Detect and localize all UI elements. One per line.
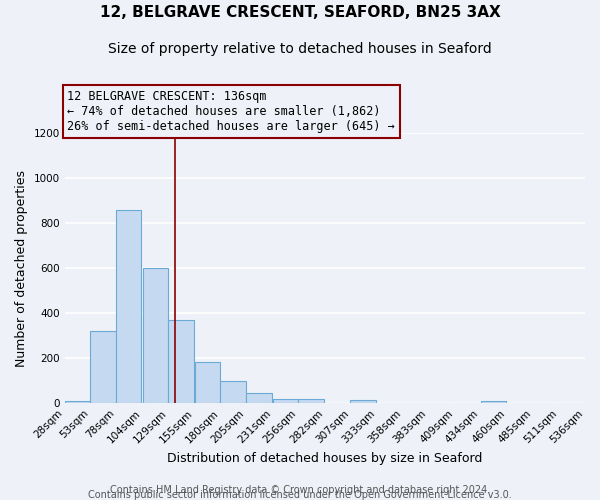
Bar xyxy=(298,399,324,404)
Bar xyxy=(143,268,168,404)
Bar xyxy=(90,331,116,404)
Bar xyxy=(168,320,194,404)
Bar xyxy=(195,362,220,404)
Bar xyxy=(350,400,376,404)
Bar xyxy=(481,401,506,404)
Bar xyxy=(65,401,90,404)
Bar xyxy=(272,399,298,404)
Bar xyxy=(220,381,246,404)
Text: Contains HM Land Registry data © Crown copyright and database right 2024.: Contains HM Land Registry data © Crown c… xyxy=(110,485,490,495)
Text: 12 BELGRAVE CRESCENT: 136sqm
← 74% of detached houses are smaller (1,862)
26% of: 12 BELGRAVE CRESCENT: 136sqm ← 74% of de… xyxy=(67,90,395,133)
X-axis label: Distribution of detached houses by size in Seaford: Distribution of detached houses by size … xyxy=(167,452,482,465)
Y-axis label: Number of detached properties: Number of detached properties xyxy=(15,170,28,366)
Text: 12, BELGRAVE CRESCENT, SEAFORD, BN25 3AX: 12, BELGRAVE CRESCENT, SEAFORD, BN25 3AX xyxy=(100,5,500,20)
Text: Contains public sector information licensed under the Open Government Licence v3: Contains public sector information licen… xyxy=(88,490,512,500)
Text: Size of property relative to detached houses in Seaford: Size of property relative to detached ho… xyxy=(108,42,492,56)
Bar xyxy=(116,210,142,404)
Bar xyxy=(246,393,272,404)
